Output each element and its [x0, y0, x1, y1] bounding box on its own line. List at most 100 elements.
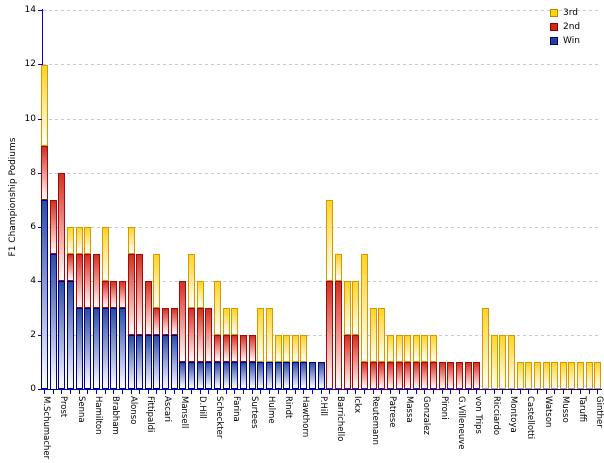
- bar-segment-2nd: [360, 362, 368, 390]
- bar-segment-2nd: [456, 362, 464, 390]
- x-axis-label: Brabham: [110, 396, 121, 435]
- x-tick: [372, 390, 374, 394]
- bar-segment-3rd: [188, 254, 196, 309]
- x-tick: [217, 390, 218, 394]
- bar-segment-win: [274, 362, 282, 390]
- x-axis-label: Surtees: [248, 396, 259, 429]
- x-tick: [95, 390, 97, 394]
- bar-segment-win: [265, 362, 273, 390]
- y-tick: [38, 172, 42, 174]
- bar-segment-2nd: [412, 362, 420, 390]
- x-axis-label: Watson: [542, 396, 553, 428]
- bar-segment-3rd: [214, 281, 221, 336]
- y-tick-label: 2: [30, 329, 36, 340]
- bar-segment-2nd: [188, 308, 196, 363]
- bar-segment-win: [118, 308, 126, 390]
- x-axis: [42, 389, 602, 390]
- x-tick: [450, 390, 452, 394]
- x-tick: [597, 390, 599, 394]
- x-tick: [502, 390, 504, 394]
- x-tick: [338, 390, 340, 394]
- x-axis-label: Farina: [231, 396, 242, 422]
- bar-segment-2nd: [421, 362, 429, 390]
- bar-segment-3rd: [395, 335, 403, 363]
- bar-segment-3rd: [516, 362, 524, 390]
- bar-segment-2nd: [343, 335, 351, 390]
- bar-segment-2nd: [144, 281, 152, 336]
- bar-segment-2nd: [110, 281, 118, 309]
- bar-segment-win: [127, 335, 135, 390]
- x-axis-label: Scheckter: [214, 396, 224, 439]
- x-axis-label: von Trips: [473, 396, 484, 434]
- legend-swatch-3rd-icon: [550, 9, 558, 17]
- gridline: [43, 64, 601, 66]
- bar-segment-2nd: [369, 362, 377, 390]
- bar-segment-3rd: [533, 362, 541, 390]
- x-axis-label: Massa: [404, 396, 415, 423]
- y-tick: [38, 64, 42, 66]
- x-tick: [441, 390, 443, 394]
- x-tick: [182, 390, 184, 394]
- x-tick: [78, 390, 80, 394]
- x-axis-label: Barrichello: [335, 396, 346, 442]
- x-tick: [260, 390, 262, 394]
- bar-segment-3rd: [577, 362, 585, 390]
- x-tick: [208, 390, 210, 394]
- y-tick: [38, 280, 42, 282]
- legend-swatch-win-icon: [550, 37, 558, 45]
- x-tick: [355, 390, 357, 394]
- y-tick-label: 10: [24, 113, 36, 124]
- gridline: [43, 118, 601, 120]
- bar-segment-3rd: [196, 281, 204, 309]
- x-tick: [389, 390, 391, 394]
- x-tick: [312, 390, 314, 394]
- bar-segment-3rd: [568, 362, 576, 390]
- bar-segment-2nd: [67, 254, 75, 282]
- bar-segment-3rd: [222, 308, 230, 336]
- bar-segment-win: [49, 254, 57, 390]
- bar-segment-2nd: [239, 335, 247, 363]
- bar-segment-win: [101, 308, 109, 390]
- bar-segment-3rd: [352, 281, 360, 336]
- bar-segment-2nd: [75, 254, 83, 309]
- bar-segment-2nd: [153, 308, 161, 336]
- x-tick: [251, 390, 253, 394]
- x-axis-label: Patrese: [386, 396, 397, 428]
- bar-segment-2nd: [404, 362, 412, 390]
- bar-segment-3rd: [67, 227, 75, 255]
- bar-segment-2nd: [127, 254, 135, 336]
- x-tick: [493, 390, 495, 394]
- x-tick: [407, 390, 409, 394]
- bar-segment-2nd: [447, 362, 455, 390]
- y-tick-label: 4: [30, 275, 36, 286]
- x-tick: [147, 390, 149, 394]
- bar-segment-win: [84, 308, 92, 390]
- bar-segment-3rd: [265, 308, 273, 363]
- bar-segment-3rd: [257, 308, 265, 363]
- x-tick: [165, 390, 167, 394]
- y-tick: [38, 389, 42, 390]
- bar-segment-win: [75, 308, 83, 390]
- y-tick-label: 14: [24, 5, 36, 16]
- bar-segment-win: [58, 281, 66, 390]
- bar-segment-3rd: [421, 335, 429, 363]
- x-tick: [484, 390, 486, 394]
- x-axis-label: Castellotti: [525, 396, 536, 440]
- x-tick: [554, 390, 556, 394]
- x-tick: [476, 390, 478, 394]
- bar-segment-2nd: [395, 362, 403, 390]
- x-tick: [415, 390, 417, 394]
- bar-segment-3rd: [101, 227, 109, 282]
- x-axis-label: Prost: [58, 396, 69, 418]
- x-tick: [562, 390, 564, 394]
- bar-segment-win: [153, 335, 161, 390]
- bar-segment-win: [110, 308, 118, 390]
- bar-segment-3rd: [490, 335, 498, 390]
- y-tick: [38, 118, 42, 120]
- bar-segment-3rd: [525, 362, 533, 390]
- x-tick: [363, 390, 365, 394]
- x-axis-label: G.Villeneuve: [456, 396, 467, 450]
- x-tick: [424, 390, 426, 394]
- bar-segment-2nd: [170, 308, 178, 336]
- bar-segment-3rd: [283, 335, 291, 363]
